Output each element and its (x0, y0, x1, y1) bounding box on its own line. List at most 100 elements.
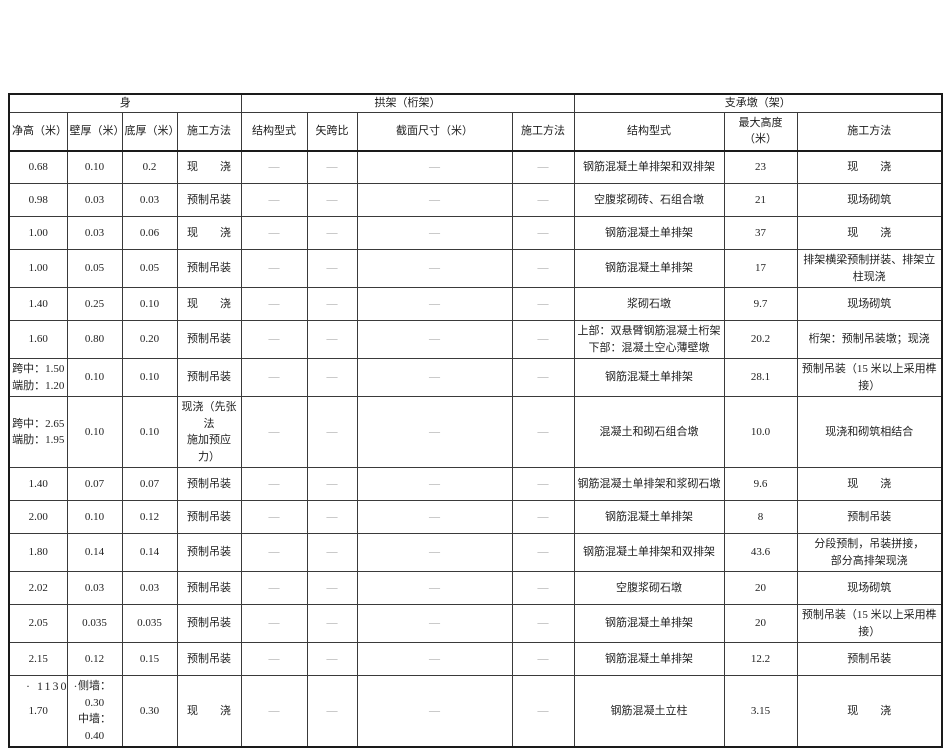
table-row: 1.70 侧墙：0.30 中墙：0.40 0.30 现 浇 — — — — 钢筋混凝土立柱 3.1… (8, 675, 943, 748)
col-header-bottom-thickness: 底厚（米） (121, 111, 178, 152)
table-cell: 钢筋混凝土单排架 (573, 500, 725, 534)
table-cell: 现浇（先张法 施加预应力） (176, 396, 242, 468)
table-header: 身 拱架（桁架） 支承墩（架） 净高（米） 壁厚（米） 底厚（米） 施工方法 结… (8, 93, 943, 152)
table-cell: 9.7 (723, 287, 798, 321)
table-row: 2.05 0.035 0.035 预制吊装 — — — — 钢筋混凝土单排架 20 预制吊装（15 … (8, 604, 943, 643)
table-cell: 0.14 (121, 533, 178, 572)
table-cell: 1.00 (8, 249, 68, 288)
table-cell: 钢筋混凝土单排架 (573, 642, 725, 676)
table-cell: 0.25 (66, 287, 123, 321)
table-cell: 钢筋混凝土立柱 (573, 675, 725, 748)
table-cell: 预制吊装 (176, 500, 242, 534)
table-cell: — (511, 533, 575, 572)
table-cell: 20 (723, 604, 798, 643)
group-header-row: 身 拱架（桁架） 支承墩（架） (8, 93, 943, 113)
column-header-row: 净高（米） 壁厚（米） 底厚（米） 施工方法 结构型式 矢跨比 截面尺寸（米） … (8, 111, 943, 152)
table-row: 1.40 0.07 0.07 预制吊装 — — — — 钢筋混凝土单排架和浆砌石墩 9.6 现 浇 (8, 467, 943, 501)
table-cell: 钢筋混凝土单排架和双排架 (573, 150, 725, 184)
table-cell: 12.2 (723, 642, 798, 676)
table-cell: — (240, 500, 308, 534)
table-cell: 17 (723, 249, 798, 288)
table-cell: 现浇和砌筑相结合 (796, 396, 943, 468)
table-cell: — (306, 358, 358, 397)
table-cell: 0.05 (121, 249, 178, 288)
table-cell: — (240, 604, 308, 643)
table-cell: — (356, 249, 513, 288)
table-cell: 预制吊装 (176, 183, 242, 217)
table-cell: 现场砌筑 (796, 571, 943, 605)
aqueduct-spec-table: 身 拱架（桁架） 支承墩（架） 净高（米） 壁厚（米） 底厚（米） 施工方法 结… (8, 93, 944, 748)
table-cell: 预制吊装 (176, 249, 242, 288)
table-cell: 0.30 (121, 675, 178, 748)
table-cell: 预制吊装（15 米以上采用榫接） (796, 358, 943, 397)
col-header-max-height: 最大高度（米） (723, 111, 798, 152)
table-cell: 2.15 (8, 642, 68, 676)
col-header-clear-height: 净高（米） (8, 111, 68, 152)
table-cell: — (240, 533, 308, 572)
table-cell: — (511, 467, 575, 501)
table-cell: — (511, 183, 575, 217)
table-cell: — (356, 571, 513, 605)
table-cell: 1.40 (8, 287, 68, 321)
table-cell: 现 浇 (796, 675, 943, 748)
table-cell: 0.2 (121, 150, 178, 184)
table-cell: — (240, 358, 308, 397)
table-row: 1.00 0.03 0.06 现 浇 — — — — 钢筋混凝土单排架 37 现 浇 (8, 216, 943, 250)
table-cell: — (511, 320, 575, 359)
col-header-wall-thickness: 壁厚（米） (66, 111, 123, 152)
table-cell: 0.68 (8, 150, 68, 184)
table-cell: — (356, 467, 513, 501)
table-cell: 0.12 (121, 500, 178, 534)
table-cell: 1.40 (8, 467, 68, 501)
table-cell: 现 浇 (176, 150, 242, 184)
table-cell: 预制吊装 (176, 533, 242, 572)
table-cell: 0.10 (121, 396, 178, 468)
table-cell: 钢筋混凝土单排架 (573, 358, 725, 397)
table-cell: — (306, 320, 358, 359)
table-cell: 排架横梁预制拼装、排架立柱现浇 (796, 249, 943, 288)
table-cell: 0.03 (66, 571, 123, 605)
table-cell: 0.03 (121, 571, 178, 605)
table-cell: 0.05 (66, 249, 123, 288)
table-cell: — (240, 183, 308, 217)
table-cell: 0.14 (66, 533, 123, 572)
table-cell: — (306, 249, 358, 288)
table-row: 0.98 0.03 0.03 预制吊装 — — — — 空腹浆砌砖、石组合墩 21 现场砌筑 (8, 183, 943, 217)
table-row: 2.02 0.03 0.03 预制吊装 — — — — 空腹浆砌石墩 20 现场砌筑 (8, 571, 943, 605)
table-cell: 跨中：1.50 端肋：1.20 (8, 358, 68, 397)
table-cell: — (306, 675, 358, 748)
table-cell: 3.15 (723, 675, 798, 748)
table-cell: — (240, 150, 308, 184)
table-cell: 0.10 (66, 396, 123, 468)
table-cell: — (306, 571, 358, 605)
table-cell: 浆砌石墩 (573, 287, 725, 321)
table-cell: — (356, 358, 513, 397)
table-cell: — (511, 642, 575, 676)
table-cell: — (356, 216, 513, 250)
table-row: 2.15 0.12 0.15 预制吊装 — — — — 钢筋混凝土单排架 12.2 预制吊装 (8, 642, 943, 676)
table-cell: 2.00 (8, 500, 68, 534)
table-row: 0.68 0.10 0.2 现 浇 — — — — 钢筋混凝土单排架和双排架 23 现 浇 (8, 150, 943, 184)
table-cell: — (306, 287, 358, 321)
group-header-arch-truss: 拱架（桁架） (240, 93, 575, 113)
table-cell: — (356, 150, 513, 184)
table-cell: 预制吊装（15 米以上采用榫接） (796, 604, 943, 643)
table-cell: 钢筋混凝土单排架和浆砌石墩 (573, 467, 725, 501)
table-cell: — (356, 183, 513, 217)
table-cell: — (511, 396, 575, 468)
table-cell: 预制吊装 (176, 571, 242, 605)
table-row: 跨中：1.50 端肋：1.20 0.10 0.10 预制吊装 — — — — 钢筋混凝土单排架 2… (8, 358, 943, 397)
table-cell: 9.6 (723, 467, 798, 501)
table-cell: — (356, 675, 513, 748)
table-cell: 0.10 (121, 287, 178, 321)
table-cell: 0.07 (66, 467, 123, 501)
table-cell: 现场砌筑 (796, 183, 943, 217)
table-cell: — (306, 604, 358, 643)
table-cell: — (511, 604, 575, 643)
col-header-construction-method-arch: 施工方法 (511, 111, 575, 152)
table-cell: 20 (723, 571, 798, 605)
table-cell: 预制吊装 (176, 642, 242, 676)
table-cell: — (240, 216, 308, 250)
table-cell: — (240, 249, 308, 288)
table-cell: 钢筋混凝土单排架 (573, 216, 725, 250)
